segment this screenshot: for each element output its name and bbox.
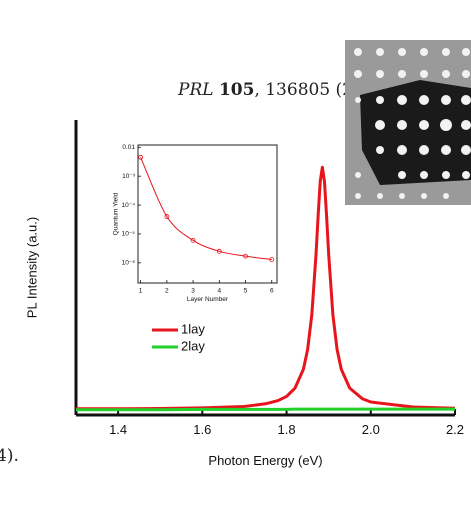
x-tick-label: 3 [191, 288, 195, 295]
x-axis-label: Layer Number [187, 296, 229, 303]
plot-frame [137, 144, 278, 284]
series-line [76, 407, 455, 412]
y-tick-label: 10⁻³ [122, 173, 136, 180]
y-tick-label: 10⁻⁶ [122, 260, 136, 267]
x-tick-label: 5 [244, 288, 248, 295]
y-axis-label: Quantum Yield [113, 192, 120, 235]
legend-label: 2lay [181, 338, 205, 353]
x-tick-label: 4 [217, 288, 221, 295]
data-point [216, 248, 222, 254]
series-line [76, 165, 456, 411]
legend-label: 1lay [181, 321, 205, 336]
x-tick-label: 2 [165, 288, 169, 295]
x-tick-label: 2.0 [362, 422, 380, 437]
journal: PRL [178, 80, 214, 100]
y-tick-label: 10⁻⁵ [122, 231, 136, 238]
x-tick-label: 1 [139, 288, 143, 295]
micrograph [345, 40, 471, 205]
y-tick-label: 10⁻⁴ [122, 202, 136, 209]
data-point [164, 214, 170, 219]
x-axis-label: Photon Energy (eV) [208, 453, 322, 468]
y-axis-label: PL Intensity (a.u.) [25, 217, 40, 318]
data-point [138, 154, 144, 160]
data-point [243, 253, 248, 259]
x-tick-label: 6 [270, 288, 274, 295]
y-tick-label: 0.01 [122, 144, 135, 151]
x-tick-label: 2.2 [446, 422, 464, 437]
text-fragment: 4). [0, 446, 19, 466]
x-tick-label: 1.8 [278, 422, 296, 437]
volume: 105 [218, 80, 255, 100]
x-tick-label: 1.4 [109, 422, 127, 437]
x-tick-label: 1.6 [193, 422, 211, 437]
data-point [269, 257, 275, 262]
inset-background [138, 145, 277, 283]
data-point [190, 237, 196, 243]
